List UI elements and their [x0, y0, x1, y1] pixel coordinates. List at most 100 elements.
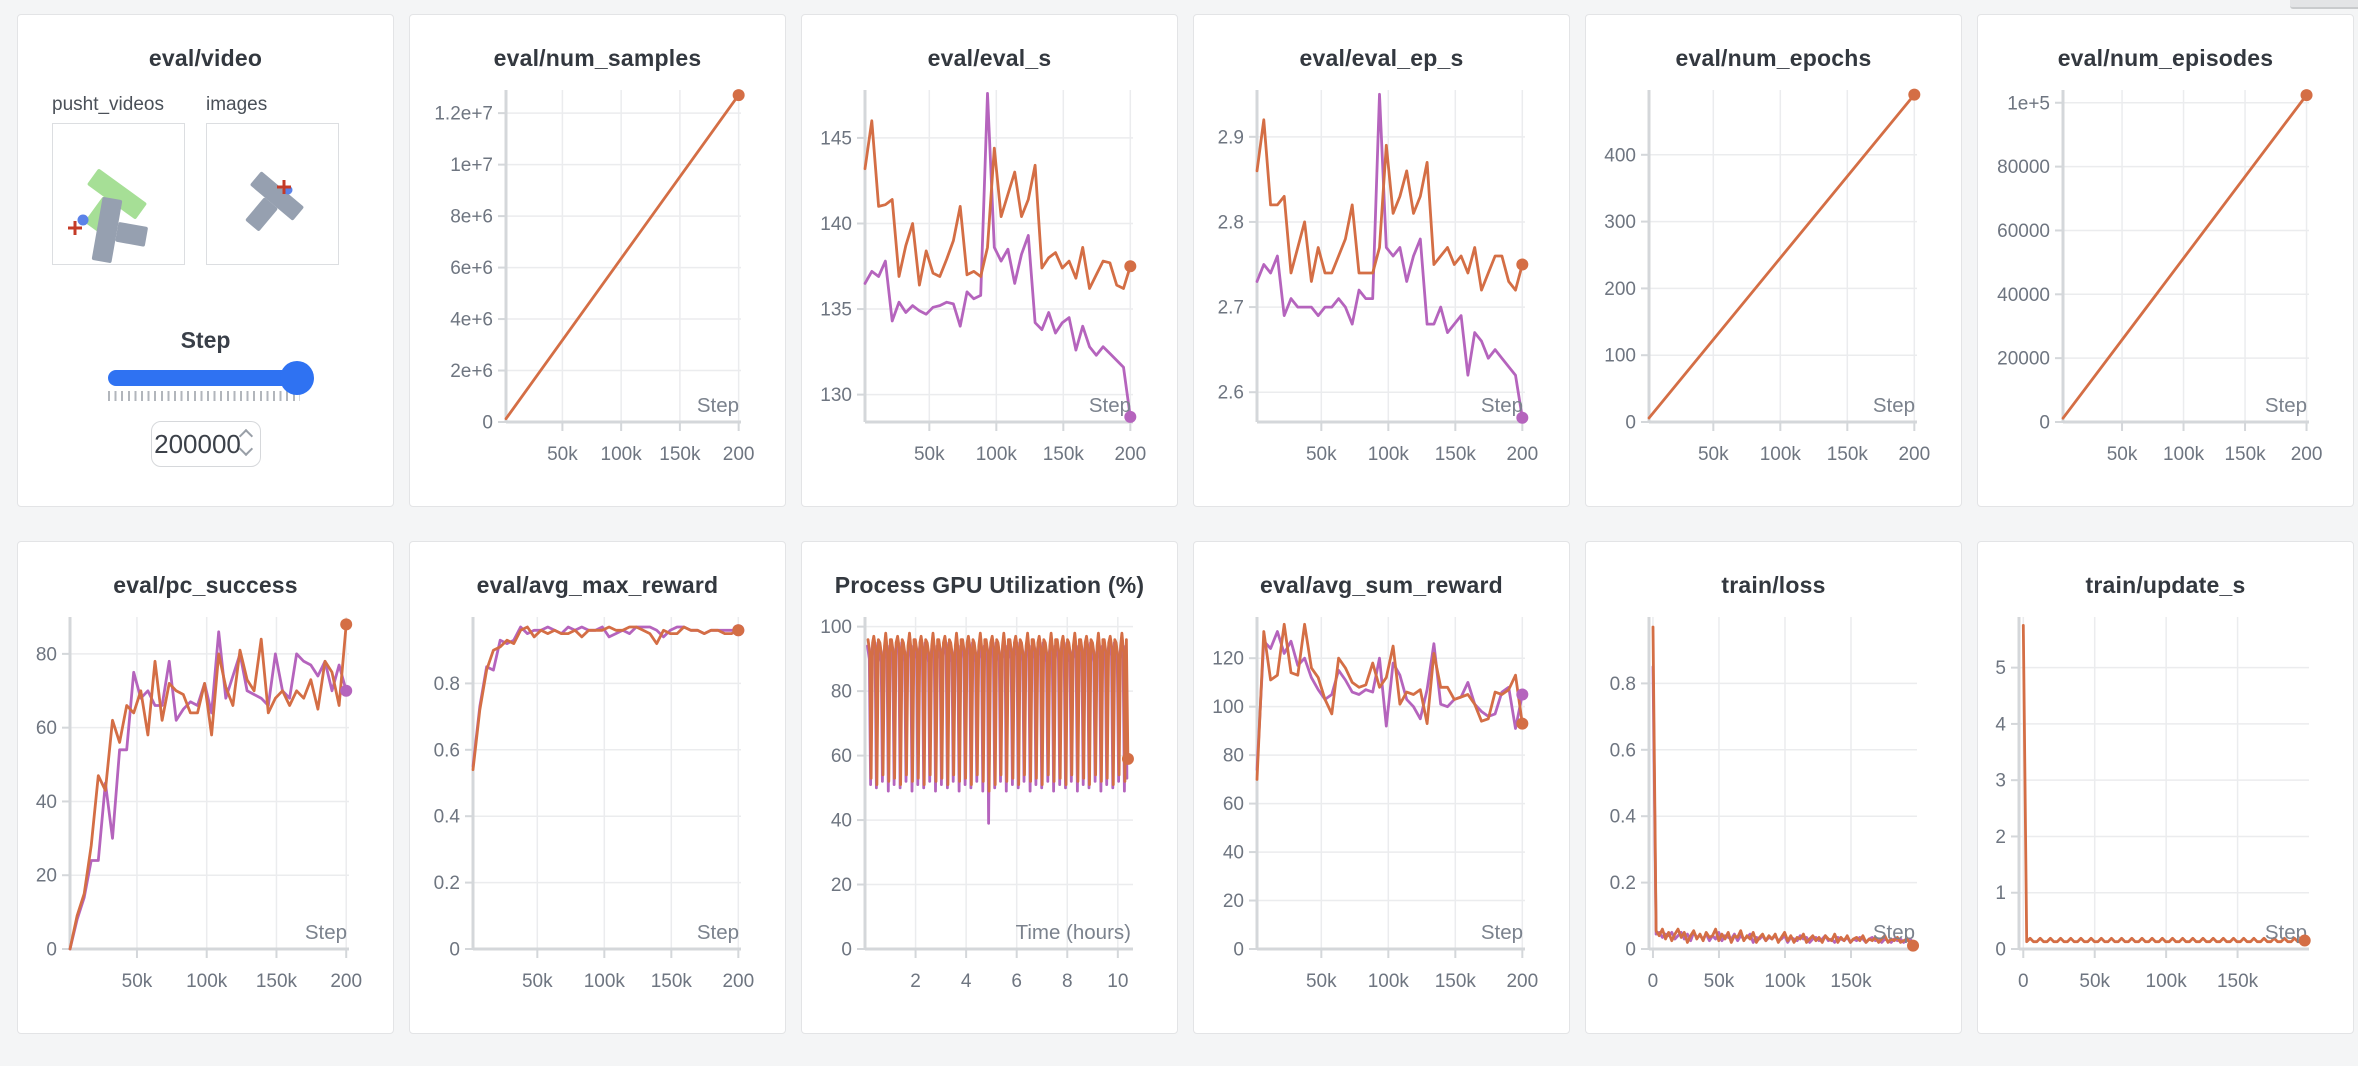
chart-panel[interactable]: eval/num_epochs 0 100 200 300 400 50k 100k 150k…: [1585, 14, 1962, 507]
x-axis-title: Step: [1089, 394, 1131, 417]
y-tick-label: 40: [831, 811, 852, 832]
y-tick-label: 100: [1212, 697, 1244, 718]
y-tick-label: 2.6: [1218, 383, 1244, 404]
x-tick-label: 200: [1114, 444, 1146, 465]
media-item-pusht-videos[interactable]: pusht_videos: [52, 94, 185, 265]
stepper-arrows[interactable]: [238, 428, 253, 457]
target-cross: [277, 180, 291, 194]
series-line-orange: [1255, 622, 1524, 781]
chart-title: eval/eval_s: [927, 45, 1052, 71]
x-tick-label: 150k: [1827, 444, 1869, 465]
chart-panel[interactable]: eval/num_episodes 0 20000 40000 60000 80000 1…: [1977, 14, 2354, 507]
y-tick-label: 2.7: [1218, 298, 1244, 319]
step-slider[interactable]: [107, 361, 314, 395]
agent-dot: [77, 214, 89, 226]
chart-title: eval/avg_sum_reward: [1260, 572, 1503, 598]
x-tick-label: 50k: [1306, 971, 1337, 992]
series-line-purple: [1651, 665, 1915, 944]
y-tick-label: 60: [1223, 794, 1244, 815]
end-point-dot-orange: [1516, 717, 1529, 730]
chart-canvas: 0 100 200 300 400 50k 100k 150k 200 Step: [1604, 88, 1930, 465]
chart-title: eval/eval_ep_s: [1299, 45, 1464, 71]
series-line-orange: [471, 625, 740, 772]
chart-canvas: 0 20 40 60 80 100 2 4 6 8 10 Time (hours): [820, 617, 1134, 992]
end-point-dot-orange: [2298, 934, 2311, 947]
end-point-dot-purple: [340, 684, 353, 697]
end-point-dot-orange: [340, 618, 353, 631]
step-slider-label: Step: [180, 327, 231, 353]
end-point-dot-orange: [732, 89, 745, 102]
chart-panel[interactable]: train/update_s 0 1 2 3 4 5 0 50k 100k 150k Step: [1977, 541, 2354, 1034]
x-tick-label: 150k: [1043, 444, 1085, 465]
chart-panel[interactable]: eval/avg_sum_reward 0 20 40 60 80 100 120 50k 10…: [1193, 541, 1570, 1034]
x-tick-label: 100k: [186, 971, 228, 992]
x-tick-label: 50k: [1306, 444, 1337, 465]
y-tick-label: 100: [1604, 346, 1636, 367]
x-tick-label: 200: [722, 971, 754, 992]
chart-panel[interactable]: eval/pc_success 0 20 40 60 80 50k 100k 150k 200 S…: [17, 541, 394, 1034]
x-tick-label: 200: [330, 971, 362, 992]
pusht-scene-illustration: [68, 169, 148, 263]
y-tick-label: 1e+7: [450, 155, 493, 176]
y-tick-label: 0.2: [1610, 873, 1636, 894]
series-line-orange: [1255, 118, 1524, 292]
y-tick-label: 80: [36, 644, 57, 665]
y-tick-label: 60: [831, 746, 852, 767]
images-scene-illustration: [245, 171, 304, 231]
pusht-video-thumbnail[interactable]: [52, 123, 185, 265]
y-tick-label: 60: [36, 718, 57, 739]
chart-panel[interactable]: eval/avg_max_reward 0 0.2 0.4 0.6 0.8 50k 100k…: [409, 541, 786, 1034]
chart-panel[interactable]: eval/eval_ep_s 2.6 2.7 2.8 2.9 50k 100k 150k 20…: [1193, 14, 1570, 507]
images-thumbnail[interactable]: [206, 123, 339, 265]
y-tick-label: 5: [1995, 658, 2006, 679]
media-item-images[interactable]: images: [206, 94, 339, 265]
chart-canvas: 0 1 2 3 4 5 0 50k 100k 150k Step: [1995, 617, 2311, 992]
chart-canvas: 130 135 140 145 50k 100k 150k 200 Step: [820, 90, 1146, 465]
chart-panel[interactable]: eval/num_samples 0 2e+6 4e+6 6e+6 8e+6 1e+7 1.…: [409, 14, 786, 507]
chart-canvas: 0 20000 40000 60000 80000 1e+5 50k 100k 150k 200 S…: [1997, 89, 2322, 465]
chart-panel[interactable]: train/loss 0 0.2 0.4 0.6 0.8 0 50k 100k 150k Step: [1585, 541, 1962, 1034]
x-tick-label: 0: [2018, 971, 2029, 992]
series-line-orange: [504, 93, 741, 421]
media-row: pusht_videos: [18, 94, 393, 265]
x-axis-title: Step: [697, 921, 739, 944]
x-tick-label: 200: [1506, 971, 1538, 992]
chart-title: eval/num_epochs: [1675, 45, 1872, 71]
series-line-orange: [2021, 623, 2307, 944]
series-line-orange: [1651, 625, 1915, 948]
y-tick-label: 80000: [1997, 157, 2050, 178]
y-tick-label: 40: [36, 792, 57, 813]
chart-title: train/update_s: [2085, 572, 2246, 598]
y-tick-label: 2: [1995, 827, 2006, 848]
chart-canvas: 0 0.2 0.4 0.6 0.8 0 50k 100k 150k Step: [1610, 617, 1920, 992]
x-tick-label: 200: [1898, 444, 1930, 465]
x-tick-label: 200: [1506, 444, 1538, 465]
y-tick-label: 60000: [1997, 221, 2050, 242]
y-tick-label: 4: [1995, 714, 2006, 735]
y-tick-label: 0.8: [434, 674, 460, 695]
step-slider-thumb[interactable]: [279, 361, 314, 395]
end-point-dot-orange: [1124, 260, 1137, 273]
x-tick-label: 150k: [2224, 444, 2266, 465]
series-line-purple: [1255, 92, 1524, 420]
chart-panel[interactable]: eval/eval_s 130 135 140 145 50k 100k 150k 200 St…: [801, 14, 1178, 507]
media-caption: pusht_videos: [52, 94, 164, 115]
series-line-purple: [471, 625, 740, 768]
chevron-down-icon[interactable]: [238, 441, 253, 457]
chart-canvas: 0 2e+6 4e+6 6e+6 8e+6 1e+7 1.2e+7 50k 100k 150k 20…: [434, 89, 755, 465]
chart-panel[interactable]: Process GPU Utilization (%) 0 20 40 60 80 100…: [801, 541, 1178, 1034]
x-axis-title: Step: [1873, 921, 1915, 944]
y-tick-label: 3: [1995, 771, 2006, 792]
x-axis-title: Step: [1873, 394, 1915, 417]
x-tick-label: 150k: [1830, 971, 1872, 992]
step-slider-wrap: [107, 361, 314, 401]
y-tick-label: 4e+6: [450, 310, 493, 331]
x-axis-title: Step: [697, 394, 739, 417]
step-input[interactable]: [150, 421, 261, 467]
y-tick-label: 20: [1223, 891, 1244, 912]
x-tick-label: 50k: [1704, 971, 1735, 992]
chart-title: eval/avg_max_reward: [476, 572, 719, 598]
end-point-dot-orange: [2300, 89, 2313, 102]
x-tick-label: 150k: [651, 971, 693, 992]
media-caption: images: [206, 94, 268, 115]
